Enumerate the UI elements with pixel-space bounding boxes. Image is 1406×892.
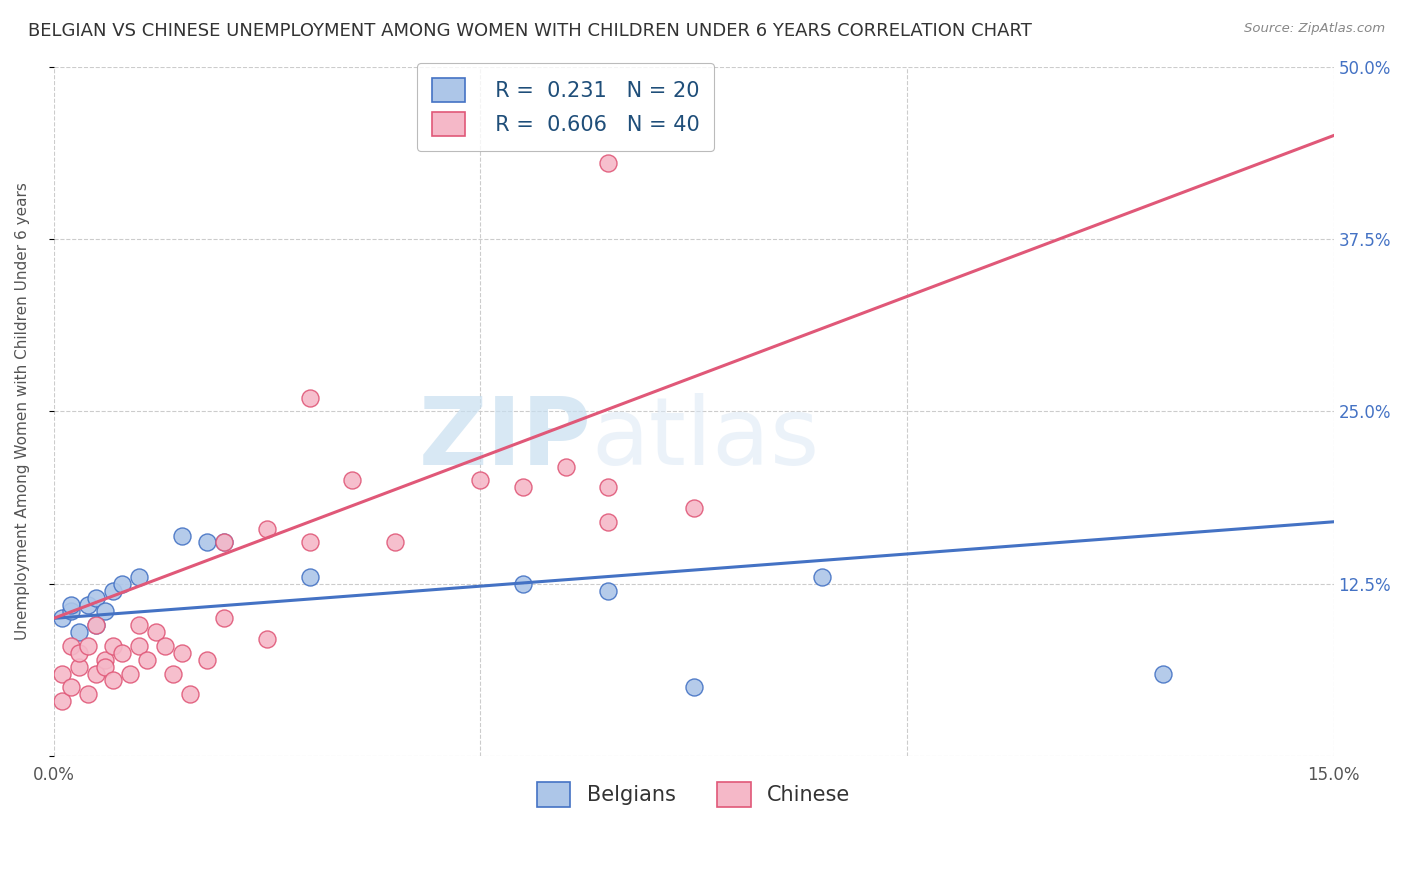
Point (162, 666, 184, 681)
Y-axis label: Unemployment Among Women with Children Under 6 years: Unemployment Among Women with Children U… (15, 183, 30, 640)
Point (256, 632, 278, 646)
Point (59, 598, 82, 612)
Point (111, 646, 134, 660)
Point (128, 570, 150, 584)
Point (598, 515, 620, 529)
Point (298, 535, 321, 549)
Point (67, 659, 90, 673)
Point (128, 639, 150, 653)
Point (384, 535, 406, 549)
Point (554, 459, 576, 474)
Point (94, 604, 117, 618)
Point (214, 611, 236, 625)
Point (51, 611, 73, 625)
Point (179, 687, 201, 701)
Point (1152, 666, 1174, 681)
Point (51, 694, 73, 708)
Point (214, 535, 236, 549)
Point (342, 474, 364, 488)
Point (59, 681, 82, 695)
Point (512, 577, 534, 591)
Point (810, 570, 832, 584)
Point (128, 618, 150, 632)
Point (94, 659, 117, 673)
Point (120, 666, 142, 681)
Point (103, 639, 125, 653)
Text: BELGIAN VS CHINESE UNEMPLOYMENT AMONG WOMEN WITH CHILDREN UNDER 6 YEARS CORRELAT: BELGIAN VS CHINESE UNEMPLOYMENT AMONG WO… (28, 22, 1032, 40)
Text: Source: ZipAtlas.com: Source: ZipAtlas.com (1244, 22, 1385, 36)
Point (512, 480, 534, 494)
Point (103, 583, 125, 598)
Point (111, 577, 134, 591)
Point (598, 480, 620, 494)
Point (682, 501, 704, 516)
Text: atlas: atlas (591, 393, 820, 485)
Point (298, 570, 321, 584)
Point (153, 639, 176, 653)
Point (76, 598, 98, 612)
Point (682, 681, 704, 695)
Point (67, 625, 90, 640)
Point (84, 591, 107, 605)
Point (103, 673, 125, 688)
Legend: Belgians, Chinese: Belgians, Chinese (529, 774, 859, 815)
Point (170, 528, 193, 542)
Point (195, 535, 218, 549)
Point (598, 156, 620, 170)
Point (84, 618, 107, 632)
Point (256, 522, 278, 536)
Point (67, 646, 90, 660)
Point (136, 653, 159, 667)
Point (84, 666, 107, 681)
Point (51, 666, 73, 681)
Point (84, 618, 107, 632)
Point (298, 391, 321, 405)
Point (598, 583, 620, 598)
Point (214, 535, 236, 549)
Point (76, 639, 98, 653)
Point (59, 639, 82, 653)
Point (170, 646, 193, 660)
Point (76, 687, 98, 701)
Text: ZIP: ZIP (419, 393, 591, 485)
Point (470, 474, 492, 488)
Point (59, 604, 82, 618)
Point (94, 653, 117, 667)
Point (145, 625, 167, 640)
Point (195, 653, 218, 667)
